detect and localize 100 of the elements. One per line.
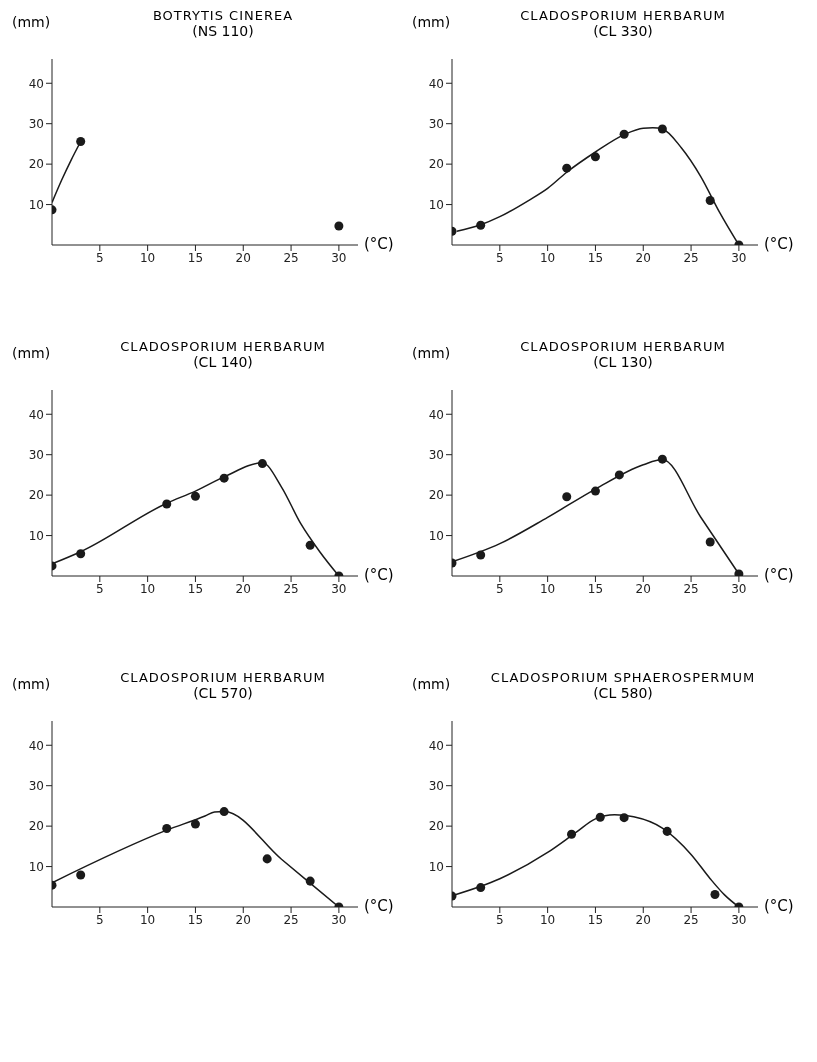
x-tick-label: 30 bbox=[731, 250, 747, 265]
x-tick-label: 25 bbox=[283, 581, 299, 596]
x-tick-label: 25 bbox=[683, 581, 699, 596]
y-axis-title: (mm) bbox=[412, 676, 451, 692]
point bbox=[305, 876, 315, 886]
y-tick-label: 10 bbox=[28, 528, 44, 543]
y-tick-label: 20 bbox=[28, 157, 44, 172]
x-tick-label: 20 bbox=[235, 250, 251, 265]
y-tick-label: 40 bbox=[28, 76, 44, 91]
x-tick-label: 30 bbox=[331, 250, 347, 265]
x-tick-label: 10 bbox=[139, 581, 156, 596]
x-tick-label: 15 bbox=[187, 912, 204, 927]
x-tick-label: 10 bbox=[139, 912, 156, 927]
y-tick-label: 40 bbox=[28, 738, 44, 753]
point bbox=[76, 549, 86, 559]
x-tick-label: 15 bbox=[587, 250, 604, 265]
x-tick-label: 20 bbox=[235, 581, 251, 596]
x-tick-label: 30 bbox=[731, 912, 747, 927]
y-axis-title: (mm) bbox=[12, 345, 51, 361]
chart-title: CLADOSPORIUM HERBARUM bbox=[520, 339, 726, 354]
y-axis-title: (mm) bbox=[12, 676, 51, 692]
point bbox=[614, 470, 624, 480]
chart-subtitle: (NS 110) bbox=[192, 23, 254, 39]
x-tick-label: 20 bbox=[635, 250, 651, 265]
x-tick-label: 20 bbox=[235, 912, 251, 927]
point bbox=[710, 889, 720, 899]
y-axis-title: (mm) bbox=[412, 14, 451, 30]
point bbox=[567, 829, 577, 839]
point bbox=[476, 550, 486, 560]
y-tick-label: 10 bbox=[28, 859, 44, 874]
y-tick-label: 30 bbox=[28, 778, 44, 793]
point bbox=[262, 854, 272, 864]
x-tick-label: 30 bbox=[331, 912, 347, 927]
point bbox=[734, 569, 744, 576]
y-tick-label: 30 bbox=[428, 447, 444, 462]
point bbox=[190, 819, 200, 829]
y-tick-label: 40 bbox=[428, 76, 444, 91]
point bbox=[219, 473, 229, 483]
point bbox=[190, 491, 200, 501]
x-tick-label: 5 bbox=[495, 581, 504, 596]
chart-title: CLADOSPORIUM HERBARUM bbox=[520, 8, 726, 23]
x-axis-title: (°C) bbox=[364, 235, 394, 253]
x-tick-label: 25 bbox=[683, 250, 699, 265]
x-tick-label: 25 bbox=[683, 912, 699, 927]
point bbox=[562, 163, 572, 173]
point bbox=[162, 824, 172, 834]
y-tick-label: 40 bbox=[28, 407, 44, 422]
y-tick-label: 10 bbox=[428, 859, 444, 874]
x-tick-label: 15 bbox=[587, 912, 604, 927]
y-axis-title: (mm) bbox=[412, 345, 451, 361]
chart-title: CLADOSPORIUM HERBARUM bbox=[120, 339, 326, 354]
y-axis-title: (mm) bbox=[12, 14, 51, 30]
x-axis-title: (°C) bbox=[364, 897, 394, 915]
x-tick-label: 25 bbox=[283, 250, 299, 265]
point bbox=[162, 499, 172, 509]
point bbox=[305, 540, 315, 550]
point bbox=[76, 136, 86, 146]
x-tick-label: 30 bbox=[731, 581, 747, 596]
x-tick-label: 5 bbox=[495, 912, 504, 927]
chart-subtitle: (CL 140) bbox=[193, 354, 253, 370]
point bbox=[257, 459, 267, 469]
x-tick-label: 10 bbox=[139, 250, 156, 265]
point bbox=[619, 813, 629, 823]
chart-subtitle: (CL 130) bbox=[593, 354, 653, 370]
x-tick-label: 5 bbox=[95, 250, 104, 265]
chart-subtitle: (CL 570) bbox=[193, 685, 253, 701]
x-tick-label: 30 bbox=[331, 581, 347, 596]
chart-title: CLADOSPORIUM SPHAEROSPERMUM bbox=[490, 670, 756, 685]
x-tick-label: 10 bbox=[539, 912, 556, 927]
x-tick-label: 20 bbox=[635, 581, 651, 596]
point bbox=[562, 492, 572, 502]
x-tick-label: 25 bbox=[283, 912, 299, 927]
chart-subtitle: (CL 580) bbox=[593, 685, 653, 701]
point bbox=[590, 152, 600, 162]
point bbox=[657, 124, 667, 134]
x-tick-label: 5 bbox=[95, 912, 104, 927]
point bbox=[76, 870, 86, 880]
x-tick-label: 15 bbox=[187, 581, 204, 596]
y-tick-label: 10 bbox=[428, 528, 444, 543]
y-tick-label: 10 bbox=[28, 197, 44, 212]
x-tick-label: 15 bbox=[187, 250, 204, 265]
chart-title: BOTRYTIS CINEREA bbox=[152, 8, 294, 23]
chart-title: CLADOSPORIUM HERBARUM bbox=[120, 670, 326, 685]
y-tick-label: 40 bbox=[428, 407, 444, 422]
y-tick-label: 30 bbox=[28, 116, 44, 131]
point bbox=[662, 826, 672, 836]
y-tick-label: 30 bbox=[428, 778, 444, 793]
y-tick-label: 30 bbox=[28, 447, 44, 462]
point bbox=[219, 807, 229, 817]
y-tick-label: 20 bbox=[28, 488, 44, 503]
point bbox=[657, 454, 667, 464]
point bbox=[595, 812, 605, 822]
point bbox=[705, 537, 715, 547]
point bbox=[476, 220, 486, 230]
point bbox=[334, 221, 344, 231]
y-tick-label: 20 bbox=[428, 157, 444, 172]
x-axis-title: (°C) bbox=[764, 235, 794, 253]
x-tick-label: 5 bbox=[95, 581, 104, 596]
x-tick-label: 20 bbox=[635, 912, 651, 927]
point bbox=[590, 486, 600, 496]
